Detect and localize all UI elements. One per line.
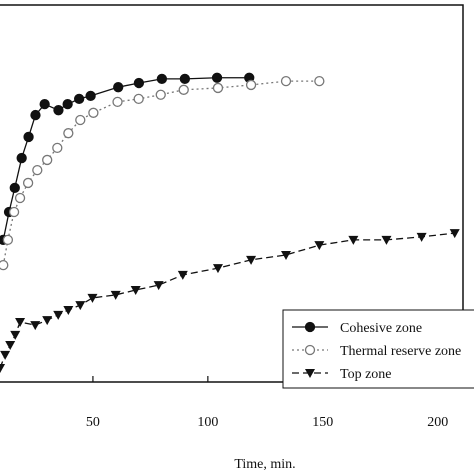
data-point [179,73,191,85]
data-point [15,318,26,328]
data-point [156,73,168,85]
data-point [63,128,74,139]
x-tick-label: 200 [427,415,448,430]
data-point [416,232,427,242]
legend-label: Thermal reserve zone [340,344,461,359]
data-point [314,76,325,87]
data-point [381,235,392,245]
data-point [153,281,164,291]
data-point [75,114,86,126]
x-tick-label: 100 [197,415,218,430]
data-point [8,206,20,218]
data-point [155,89,166,100]
legend-marker [305,369,315,378]
data-point [22,177,34,189]
data-point [449,229,460,239]
data-point [246,255,257,265]
data-point [62,99,73,110]
data-point [110,290,121,300]
data-point [245,79,257,91]
data-point [52,142,63,154]
series-line [2,80,320,266]
data-point [280,76,292,87]
data-point [2,234,14,246]
data-point [88,107,99,118]
legend-marker [304,321,316,333]
data-point [112,96,123,108]
data-point [32,164,43,176]
data-point [75,301,86,311]
legend-marker [304,344,316,356]
data-point [16,152,27,164]
legend-label: Top zone [340,367,392,382]
data-point [9,182,20,193]
data-point [0,364,6,374]
series-line [0,232,455,369]
data-point [10,330,21,340]
data-point [42,154,53,166]
data-point [133,93,144,105]
data-point [85,90,96,102]
data-point [314,241,325,251]
data-point [0,259,9,271]
x-tick-label: 150 [312,415,333,430]
data-point [42,316,53,326]
data-point [348,235,359,245]
data-point [178,84,189,95]
data-point [281,250,292,260]
data-point [30,321,41,331]
data-point [130,286,141,296]
data-point [30,109,41,121]
data-point [53,310,64,320]
data-point [53,105,64,116]
data-point [113,82,124,93]
data-point [5,341,16,351]
legend-label: Cohesive zone [340,321,422,336]
x-axis-label: Time, min. [234,457,295,472]
data-point [73,93,85,105]
data-point [14,192,26,204]
data-point [133,77,145,89]
data-point [63,305,74,315]
data-point [211,72,223,83]
data-point [39,99,50,110]
data-point [23,131,34,143]
data-point [212,82,224,94]
plot-frame [0,4,464,383]
data-point [87,293,98,303]
data-point [0,350,11,360]
data-point [212,264,223,274]
data-point [177,270,188,280]
x-tick-label: 50 [86,415,100,430]
